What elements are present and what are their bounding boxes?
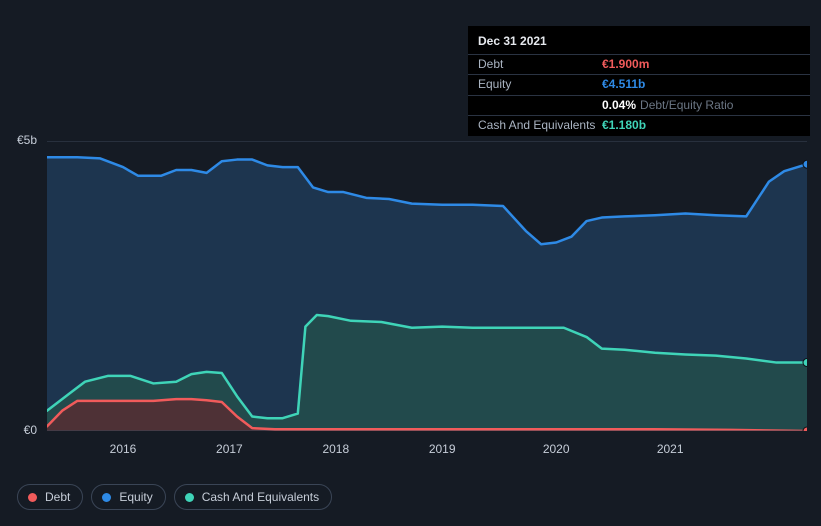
tooltip-suffix: Debt/Equity Ratio [640, 98, 733, 114]
tooltip-label: Debt [478, 57, 602, 73]
series-end-marker [803, 160, 807, 168]
legend-swatch [28, 493, 37, 502]
legend-swatch [102, 493, 111, 502]
tooltip-row: 0.04%Debt/Equity Ratio [468, 95, 810, 116]
chart-tooltip: Dec 31 2021 Debt€1.900mEquity€4.511b0.04… [468, 26, 810, 136]
tooltip-value: €4.511b [602, 77, 645, 93]
chart-area: €5b €0 2016 2017 2018 2019 2020 2021 [17, 124, 807, 484]
series-end-marker [803, 359, 807, 367]
chart-plot [47, 141, 807, 431]
chart-legend: Debt Equity Cash And Equivalents [17, 484, 332, 510]
tooltip-row: Debt€1.900m [468, 54, 810, 75]
tooltip-row: Equity€4.511b [468, 74, 810, 95]
legend-item-equity[interactable]: Equity [91, 484, 165, 510]
legend-swatch [185, 493, 194, 502]
legend-label: Debt [45, 490, 70, 504]
tooltip-label: Equity [478, 77, 602, 93]
tooltip-value: 0.04% [602, 98, 636, 114]
x-axis-tick: 2018 [322, 442, 349, 456]
legend-item-debt[interactable]: Debt [17, 484, 83, 510]
tooltip-value: €1.900m [602, 57, 649, 73]
x-axis-tick: 2020 [543, 442, 570, 456]
tooltip-date: Dec 31 2021 [468, 32, 810, 54]
x-axis-tick: 2016 [110, 442, 137, 456]
x-axis-tick: 2021 [657, 442, 684, 456]
legend-label: Equity [119, 490, 152, 504]
y-axis-tick: €0 [24, 423, 37, 437]
x-axis-tick: 2019 [429, 442, 456, 456]
x-axis-tick: 2017 [216, 442, 243, 456]
y-axis-tick: €5b [17, 133, 37, 147]
legend-label: Cash And Equivalents [202, 490, 319, 504]
legend-item-cash-and-equivalents[interactable]: Cash And Equivalents [174, 484, 332, 510]
